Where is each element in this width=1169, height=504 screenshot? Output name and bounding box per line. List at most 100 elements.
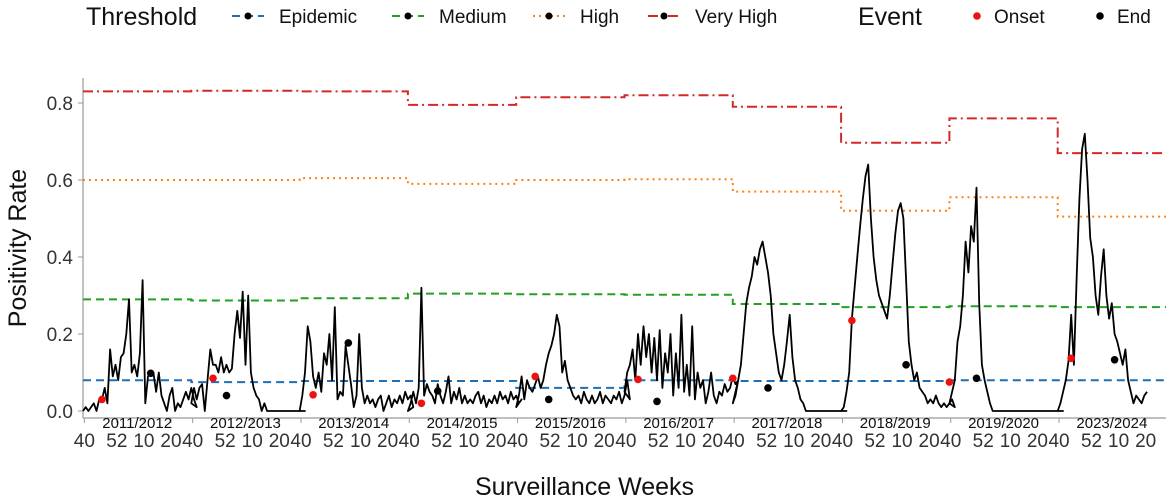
- x-tick-label: 52: [431, 431, 452, 452]
- legend: Threshold Epidemic Medium High Very High Even…: [86, 3, 1151, 31]
- y-tick-label: 0.8: [47, 94, 73, 115]
- event-marker-onset: [1067, 354, 1075, 363]
- x-tick-label: 40: [832, 431, 853, 452]
- y-tick-label: 0.4: [47, 248, 74, 269]
- event-marker-end: [544, 395, 553, 404]
- legend-event-key: [973, 12, 981, 20]
- x-tick-label: 10: [1108, 431, 1129, 452]
- event-marker-onset: [309, 391, 317, 399]
- x-tick-label: 10: [242, 431, 263, 452]
- x-tick-label: 52: [864, 431, 885, 452]
- x-tick-label: 20: [485, 431, 506, 452]
- event-marker-onset: [848, 316, 856, 325]
- event-marker-end: [902, 361, 910, 369]
- x-tick-label: 20: [594, 431, 615, 452]
- season-label: 2019/2020: [968, 415, 1039, 432]
- x-tick-label: 10: [133, 431, 154, 452]
- season-labels: 2011/2012 2012/2013 2013/2014 2014/2015 2015…: [102, 415, 1147, 432]
- season-label: 2013/2014: [318, 415, 389, 432]
- x-tick-label: 40: [615, 431, 636, 452]
- legend-threshold-title: Threshold: [86, 3, 197, 31]
- legend-event-label: End: [1117, 7, 1151, 28]
- x-tick-label: 40: [74, 431, 95, 452]
- positivity-line: [82, 132, 1148, 412]
- x-tick-label: 52: [973, 431, 994, 452]
- event-marker-end: [222, 391, 231, 400]
- y-tick-label: 0.0: [47, 402, 73, 423]
- x-tick-label: 10: [350, 431, 371, 452]
- event-marker-end: [344, 339, 353, 347]
- threshold-line-high: [83, 177, 1166, 218]
- x-tick-label: 40: [182, 431, 203, 452]
- event-marker-onset: [417, 399, 426, 408]
- season-label: 2016/2017: [643, 415, 714, 432]
- threshold-line-very-high: [83, 89, 1166, 155]
- legend-threshold-label: Epidemic: [279, 7, 357, 28]
- event-marker-onset: [634, 375, 642, 384]
- season-label: 2023/2024: [1076, 415, 1147, 432]
- x-tick-label: 20: [1135, 431, 1156, 452]
- x-tick-label: 40: [1048, 431, 1069, 452]
- event-marker-onset: [98, 395, 106, 404]
- x-tick-label: 10: [675, 431, 696, 452]
- season-label: 2014/2015: [427, 415, 498, 432]
- x-tick-label: 10: [783, 431, 804, 452]
- event-marker-end: [972, 374, 981, 383]
- x-tick-label: 20: [810, 431, 831, 452]
- x-tick-label: 10: [891, 431, 912, 452]
- x-tick-label: 52: [215, 431, 236, 452]
- season-label: 2011/2012: [102, 415, 172, 432]
- event-marker-onset: [209, 374, 217, 383]
- x-tick-label: 20: [269, 431, 290, 452]
- x-axis-title: Surveillance Weeks: [475, 473, 694, 499]
- legend-event-label: Onset: [994, 7, 1045, 28]
- legend-threshold-key-dot: [660, 12, 668, 20]
- legend-threshold-label: High: [580, 7, 619, 28]
- y-tick-label: 0.2: [47, 325, 73, 346]
- season-label: 2018/2019: [860, 415, 931, 432]
- x-tick-label: 10: [458, 431, 479, 452]
- x-tick-label: 10: [1000, 431, 1021, 452]
- legend-threshold-key-dot: [404, 12, 412, 20]
- event-markers: [98, 316, 1119, 408]
- threshold-line-medium: [83, 292, 1166, 309]
- y-axis-title: Positivity Rate: [4, 169, 32, 327]
- season-label: 2015/2016: [535, 415, 606, 432]
- x-tick-label: 40: [940, 431, 961, 452]
- event-marker-onset: [531, 372, 539, 381]
- event-marker-onset: [729, 374, 737, 383]
- season-label: 2012/2013: [210, 415, 281, 432]
- x-tick-label: 40: [290, 431, 311, 452]
- x-tick-label: 10: [567, 431, 588, 452]
- x-tick-label: 52: [539, 431, 560, 452]
- x-tick-label: 40: [399, 431, 420, 452]
- legend-threshold-key-dot: [545, 12, 553, 20]
- event-marker-end: [764, 384, 772, 392]
- legend-threshold-key-dot: [244, 12, 252, 20]
- legend-event-title: Event: [858, 3, 922, 31]
- x-tick-label: 20: [919, 431, 940, 452]
- event-marker-end: [1110, 356, 1119, 364]
- legend-threshold-label: Medium: [439, 7, 507, 28]
- legend-event-key: [1096, 12, 1104, 20]
- x-tick-label: 52: [648, 431, 669, 452]
- season-label: 2017/2018: [751, 415, 822, 432]
- x-tick-label: 52: [323, 431, 344, 452]
- x-tick-label: 52: [1081, 431, 1102, 452]
- x-tick-label: 52: [106, 431, 127, 452]
- legend-threshold-label: Very High: [695, 7, 777, 28]
- event-marker-end: [653, 397, 661, 406]
- event-marker-end: [433, 387, 442, 395]
- event-marker-end: [146, 369, 155, 378]
- x-tick-label: 20: [1027, 431, 1048, 452]
- x-tick-label: 40: [724, 431, 745, 452]
- event-marker-onset: [945, 378, 954, 386]
- x-tick-label: 20: [702, 431, 723, 452]
- x-tick-label: 20: [377, 431, 398, 452]
- x-tick-label: 20: [160, 431, 181, 452]
- y-tick-label: 0.6: [47, 171, 73, 192]
- x-tick-label: 40: [507, 431, 528, 452]
